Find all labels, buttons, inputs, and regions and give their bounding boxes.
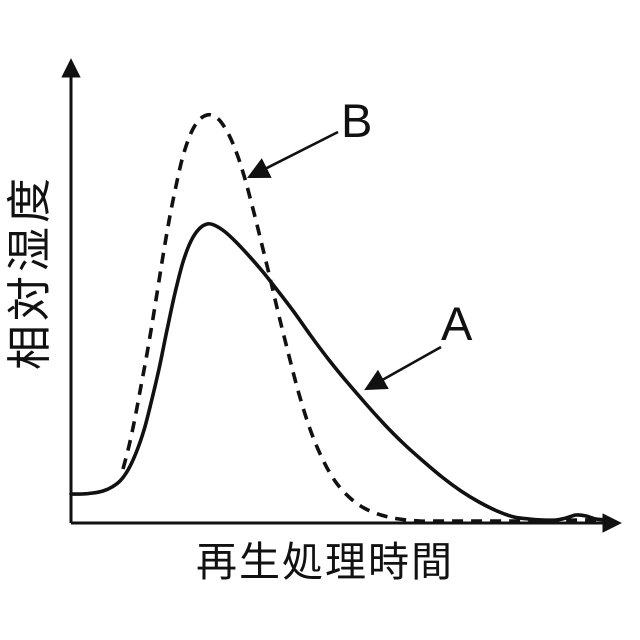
curve-a-solid-line: [69, 221, 610, 522]
annotation-arrow-b: [247, 130, 339, 178]
y-axis-label: 相対湿度: [4, 174, 55, 371]
x-axis-label: 再生処理時間: [196, 539, 454, 585]
curve-a-label: A: [441, 297, 473, 350]
annotation-arrow-a: [364, 345, 442, 391]
curve-b-label: B: [341, 94, 373, 147]
curve-b-dashed-line: [121, 112, 607, 523]
